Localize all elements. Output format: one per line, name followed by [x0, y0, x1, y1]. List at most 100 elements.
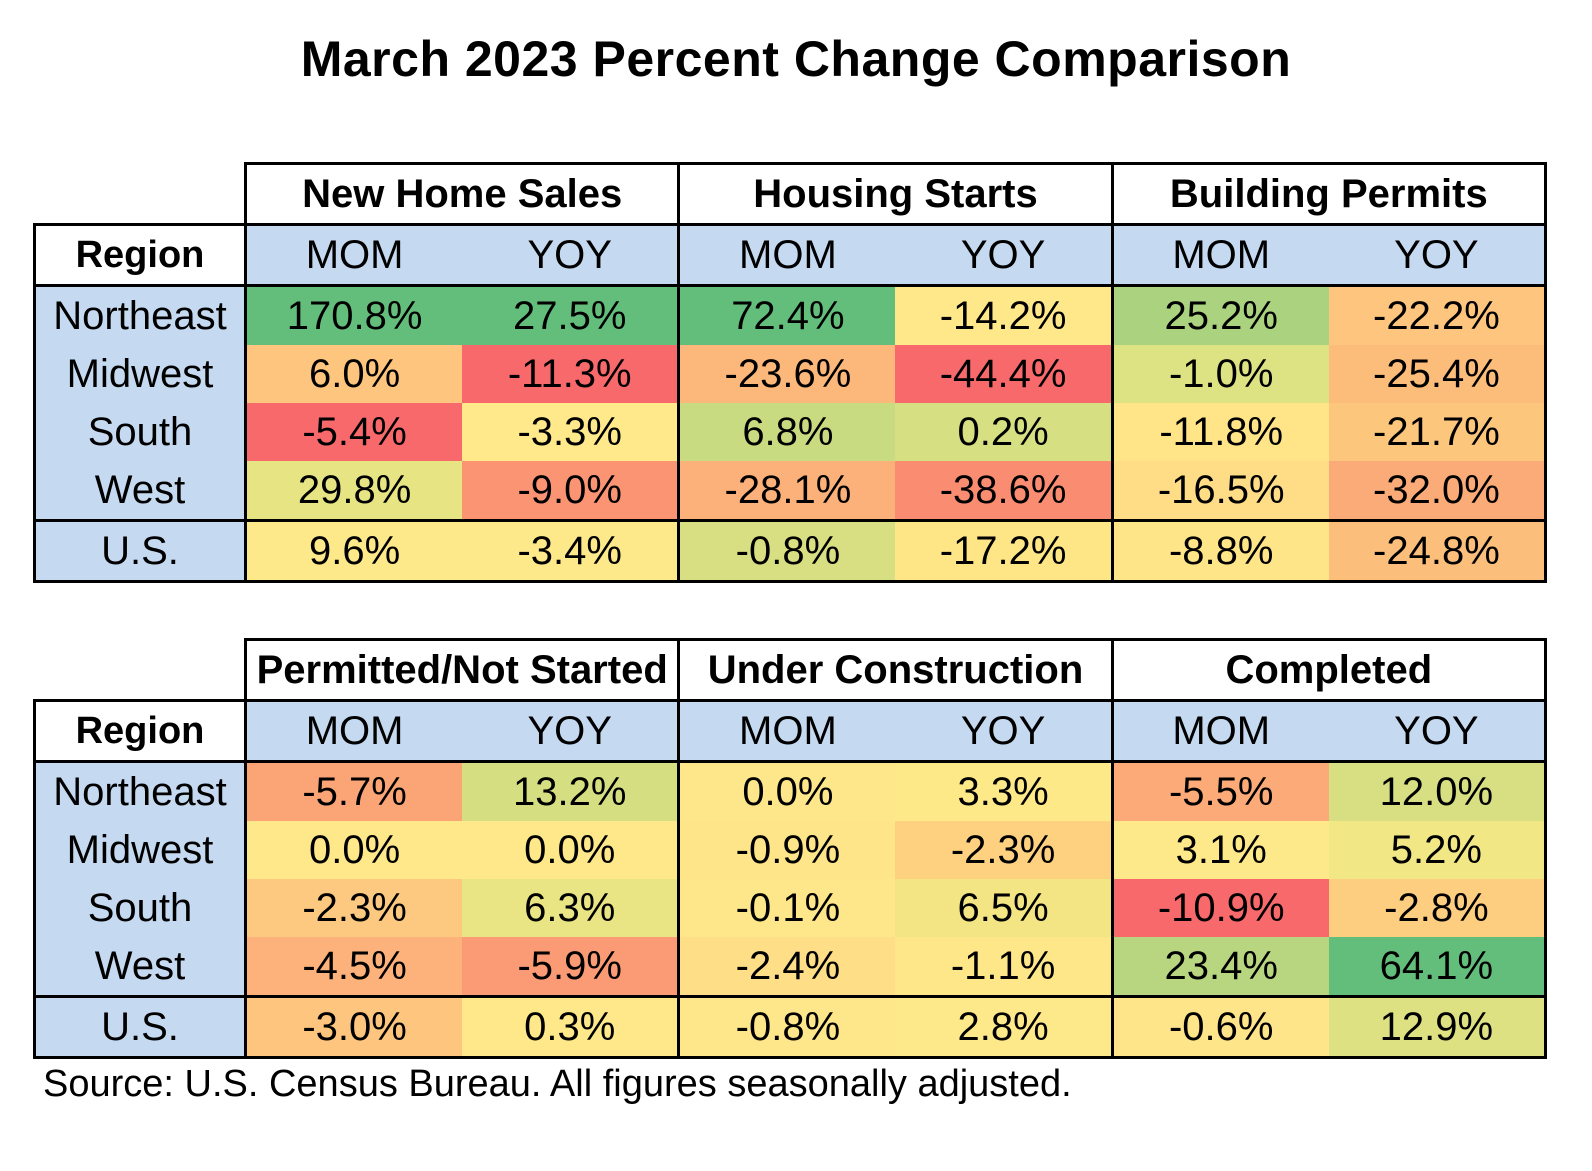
value-cell: -0.6% [1110, 996, 1329, 1059]
value-cell: 0.0% [462, 821, 681, 879]
value-cell: 72.4% [677, 285, 896, 345]
value-cell: -2.8% [1328, 879, 1547, 937]
percent-change-table-2: Permitted/Not Started Under Construction… [33, 638, 1547, 1059]
value-cell: -38.6% [895, 461, 1114, 522]
region-header: Region [33, 699, 247, 763]
value-cell: -11.3% [462, 345, 681, 403]
corner-cell [34, 639, 246, 701]
region-label: Midwest [33, 821, 247, 879]
data-row: Midwest 0.0% 0.0% -0.9% -2.3% 3.1% 5.2% [33, 821, 1547, 879]
group-header-row: Permitted/Not Started Under Construction… [34, 638, 1547, 702]
mom-header: MOM [677, 699, 896, 763]
value-cell: 64.1% [1328, 937, 1547, 998]
value-cell: -0.8% [677, 996, 896, 1059]
yoy-header: YOY [1328, 699, 1547, 763]
group-header: Completed [1110, 638, 1547, 702]
chart-title: March 2023 Percent Change Comparison [300, 31, 1292, 87]
value-cell: 0.3% [462, 996, 681, 1059]
value-cell: -2.3% [895, 821, 1114, 879]
value-cell: -16.5% [1110, 461, 1329, 522]
mom-header: MOM [677, 223, 896, 287]
value-cell: 3.3% [895, 761, 1114, 821]
value-cell: 12.0% [1328, 761, 1547, 821]
group-header-row: New Home Sales Housing Starts Building P… [34, 162, 1547, 226]
region-label: Northeast [33, 285, 247, 345]
value-cell: 13.2% [462, 761, 681, 821]
data-row: South -2.3% 6.3% -0.1% 6.5% -10.9% -2.8% [33, 879, 1547, 937]
region-label: West [33, 461, 247, 522]
mom-header: MOM [244, 223, 463, 287]
value-cell: 12.9% [1328, 996, 1547, 1059]
value-cell: -22.2% [1328, 285, 1547, 345]
yoy-header: YOY [462, 223, 681, 287]
region-label: Midwest [33, 345, 247, 403]
yoy-header: YOY [1328, 223, 1547, 287]
source-note: Source: U.S. Census Bureau. All figures … [43, 1063, 1072, 1105]
value-cell: -24.8% [1328, 520, 1547, 583]
value-cell: 6.5% [895, 879, 1114, 937]
data-row: Northeast -5.7% 13.2% 0.0% 3.3% -5.5% 12… [33, 761, 1547, 821]
value-cell: 6.8% [677, 403, 896, 461]
value-cell: -3.3% [462, 403, 681, 461]
group-header: Housing Starts [677, 162, 1114, 226]
data-row: West 29.8% -9.0% -28.1% -38.6% -16.5% -3… [33, 461, 1547, 522]
value-cell: 25.2% [1110, 285, 1329, 345]
data-row: Midwest 6.0% -11.3% -23.6% -44.4% -1.0% … [33, 345, 1547, 403]
region-label: South [33, 403, 247, 461]
value-cell: -0.1% [677, 879, 896, 937]
yoy-header: YOY [462, 699, 681, 763]
mom-header: MOM [244, 699, 463, 763]
value-cell: 0.0% [677, 761, 896, 821]
us-total-row: U.S. -3.0% 0.3% -0.8% 2.8% -0.6% 12.9% [33, 996, 1547, 1059]
data-row: South -5.4% -3.3% 6.8% 0.2% -11.8% -21.7… [33, 403, 1547, 461]
value-cell: 9.6% [244, 520, 463, 583]
value-cell: -5.4% [244, 403, 463, 461]
value-cell: 3.1% [1110, 821, 1329, 879]
sub-header-row: Region MOM YOY MOM YOY MOM YOY [33, 699, 1547, 763]
value-cell: -28.1% [677, 461, 896, 522]
value-cell: 170.8% [244, 285, 463, 345]
value-cell: -14.2% [895, 285, 1114, 345]
mom-header: MOM [1110, 223, 1329, 287]
value-cell: -2.3% [244, 879, 463, 937]
value-cell: -32.0% [1328, 461, 1547, 522]
value-cell: -4.5% [244, 937, 463, 998]
value-cell: -21.7% [1328, 403, 1547, 461]
value-cell: -8.8% [1110, 520, 1329, 583]
value-cell: 6.3% [462, 879, 681, 937]
value-cell: 0.0% [244, 821, 463, 879]
value-cell: 6.0% [244, 345, 463, 403]
value-cell: -11.8% [1110, 403, 1329, 461]
sub-header-row: Region MOM YOY MOM YOY MOM YOY [33, 223, 1547, 287]
value-cell: 23.4% [1110, 937, 1329, 998]
value-cell: -3.4% [462, 520, 681, 583]
value-cell: -3.0% [244, 996, 463, 1059]
data-row: West -4.5% -5.9% -2.4% -1.1% 23.4% 64.1% [33, 937, 1547, 998]
value-cell: -17.2% [895, 520, 1114, 583]
yoy-header: YOY [895, 699, 1114, 763]
region-header: Region [33, 223, 247, 287]
value-cell: -5.9% [462, 937, 681, 998]
value-cell: -1.1% [895, 937, 1114, 998]
value-cell: 27.5% [462, 285, 681, 345]
yoy-header: YOY [895, 223, 1114, 287]
region-label: Northeast [33, 761, 247, 821]
value-cell: -0.9% [677, 821, 896, 879]
group-header: New Home Sales [243, 162, 681, 226]
corner-cell [34, 163, 246, 225]
value-cell: 5.2% [1328, 821, 1547, 879]
group-header: Building Permits [1110, 162, 1547, 226]
value-cell: 2.8% [895, 996, 1114, 1059]
percent-change-table-1: New Home Sales Housing Starts Building P… [33, 162, 1547, 583]
value-cell: -10.9% [1110, 879, 1329, 937]
value-cell: -5.7% [244, 761, 463, 821]
region-label: West [33, 937, 247, 998]
mom-header: MOM [1110, 699, 1329, 763]
us-total-row: U.S. 9.6% -3.4% -0.8% -17.2% -8.8% -24.8… [33, 520, 1547, 583]
value-cell: -5.5% [1110, 761, 1329, 821]
value-cell: 29.8% [244, 461, 463, 522]
value-cell: -0.8% [677, 520, 896, 583]
group-header: Under Construction [677, 638, 1114, 702]
region-label: U.S. [33, 996, 247, 1059]
value-cell: -23.6% [677, 345, 896, 403]
